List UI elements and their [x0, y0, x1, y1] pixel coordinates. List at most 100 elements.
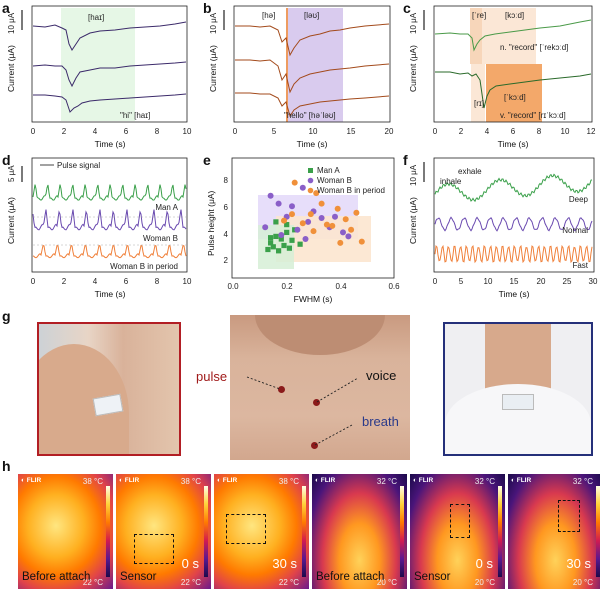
temp-min-label: 20 °C	[572, 578, 593, 587]
photo-back-neck	[443, 322, 593, 456]
temp-max-label: 38 °C	[278, 477, 299, 486]
sensor-region-box	[558, 500, 580, 532]
scatter-point-woman-b	[275, 200, 282, 207]
panel-letter-e: e	[203, 152, 211, 168]
svg-text:0.4: 0.4	[335, 282, 347, 291]
flir-logo: ◐ FLIR	[511, 477, 532, 484]
scatter-point-woman-b-period	[318, 200, 325, 207]
scatter-point-woman-b	[267, 192, 274, 199]
series-man-a	[32, 184, 187, 201]
x-ticks: 0.0 0.2 0.4 0.6	[227, 282, 400, 291]
temperature-scale-bar	[204, 486, 208, 577]
y-axis-label: Current (μA)	[6, 45, 16, 92]
label-noun-record: n. "record" [ˈrekɔːd]	[500, 43, 568, 52]
x-ticks: 0 2 4 6 8 10	[31, 127, 192, 136]
scatter-point-woman-b-period	[307, 211, 314, 218]
scatter-point-woman-b	[294, 226, 301, 233]
svg-text:25: 25	[563, 277, 572, 286]
label-hello: "hello" [həˈləʊ]	[284, 111, 336, 120]
thermal-time-label: 0 s	[181, 556, 199, 571]
temp-max-label: 38 °C	[180, 477, 201, 486]
scatter-point-woman-b	[340, 229, 346, 236]
scatter-point-man-a	[273, 219, 279, 225]
temp-min-label: 22 °C	[278, 578, 299, 587]
svg-text:0.6: 0.6	[388, 282, 400, 291]
svg-text:10: 10	[561, 127, 570, 136]
chart-e: Pulse height (μA) 2 4 6 8 Man A Woman B …	[206, 157, 400, 304]
scatter-point-man-a	[268, 235, 274, 241]
series-fast	[434, 244, 593, 264]
temperature-scale-bar	[400, 486, 404, 577]
temperature-scale-bar	[596, 486, 600, 577]
flir-logo: ◐ FLIR	[119, 477, 140, 484]
x-axis-label: Time (s)	[498, 139, 529, 149]
scatter-point-man-a	[270, 244, 276, 250]
temp-min-label: 22 °C	[82, 578, 103, 587]
temperature-scale-bar	[302, 486, 306, 577]
thermal-image-1: ◐ FLIR 38 °C 22 °C Before attach	[18, 474, 113, 589]
scatter-point-man-a	[278, 236, 284, 242]
series-traces	[434, 19, 592, 109]
x-axis-label: Time (s)	[499, 289, 530, 299]
scatter-point-man-a	[276, 248, 282, 254]
label-fast: Fast	[572, 261, 588, 270]
scatter-point-man-a	[286, 245, 292, 251]
svg-text:20: 20	[537, 277, 546, 286]
scale-bar-label: 10 μA	[409, 12, 418, 34]
scatter-point-man-a	[289, 237, 295, 243]
scatter-point-man-a	[284, 229, 290, 235]
label-pulse: pulse	[196, 369, 228, 384]
legend: Man A Woman B Woman B in period	[307, 166, 385, 195]
svg-text:Woman B in period: Woman B in period	[317, 186, 385, 195]
scatter-point-woman-b-period	[281, 217, 287, 224]
legend-marker-woman-b-period	[307, 187, 314, 194]
chart-a: 10 μA Current (μA) [haɪ] "hi" [haɪ] 0 2 …	[6, 5, 192, 149]
legend-marker-woman-b	[307, 177, 314, 184]
temperature-scale-bar	[498, 486, 502, 577]
svg-text:8: 8	[224, 176, 229, 185]
svg-text:12: 12	[587, 127, 596, 136]
thermal-label: Before attach	[316, 571, 385, 583]
label-woman-b: Woman B	[143, 234, 178, 243]
label-re: [ˈre]	[472, 11, 486, 20]
x-ticks: 0 5 10 15 20 25 30	[433, 277, 598, 286]
series-traces	[235, 23, 390, 118]
x-ticks: 0 2 4 6 8 10 12	[433, 127, 596, 136]
svg-text:4: 4	[224, 230, 229, 239]
label-hai-bottom: "hi" [haɪ]	[120, 111, 150, 120]
svg-text:5: 5	[272, 127, 277, 136]
label-normal: Normal	[562, 226, 588, 235]
svg-text:0: 0	[31, 127, 36, 136]
svg-text:15: 15	[510, 277, 519, 286]
x-axis-label: Time (s)	[297, 139, 328, 149]
scatter-point-woman-b	[305, 218, 312, 225]
svg-text:2: 2	[459, 127, 464, 136]
chart-c: 10 μA Current (μA) [ˈre] [kɔːd] n. "reco…	[408, 5, 596, 149]
temp-max-label: 32 °C	[474, 477, 495, 486]
legend-marker-man-a	[308, 168, 313, 173]
scatter-point-woman-b	[289, 203, 295, 210]
label-man-a: Man A	[155, 203, 178, 212]
scatter-point-man-a	[284, 222, 290, 228]
scatter-point-man-a	[297, 241, 303, 247]
label-deep: Deep	[569, 195, 589, 204]
scatter-point-woman-b-period	[323, 221, 330, 228]
thermal-time-label: 30 s	[272, 556, 297, 571]
scatter-point-woman-b-period	[353, 209, 360, 216]
x-axis-label: Time (s)	[95, 289, 126, 299]
sensor-patch	[502, 394, 534, 410]
scatter-point-woman-b	[278, 232, 285, 238]
svg-text:5: 5	[459, 277, 464, 286]
panel-letter-h: h	[2, 458, 11, 474]
scatter-point-woman-b-period	[337, 239, 344, 246]
svg-text:10: 10	[183, 277, 192, 286]
svg-text:2: 2	[62, 127, 67, 136]
flir-logo: ◐ FLIR	[217, 477, 238, 484]
svg-text:6: 6	[224, 203, 229, 212]
scatter-point-woman-b	[332, 213, 338, 220]
thermal-image-5: ◐ FLIR 32 °C 20 °C Sensor 0 s	[410, 474, 505, 589]
svg-text:0: 0	[433, 277, 438, 286]
thermal-time-label: 30 s	[566, 556, 591, 571]
svg-text:2: 2	[62, 277, 67, 286]
scale-bar-label: 10 μA	[409, 164, 418, 186]
